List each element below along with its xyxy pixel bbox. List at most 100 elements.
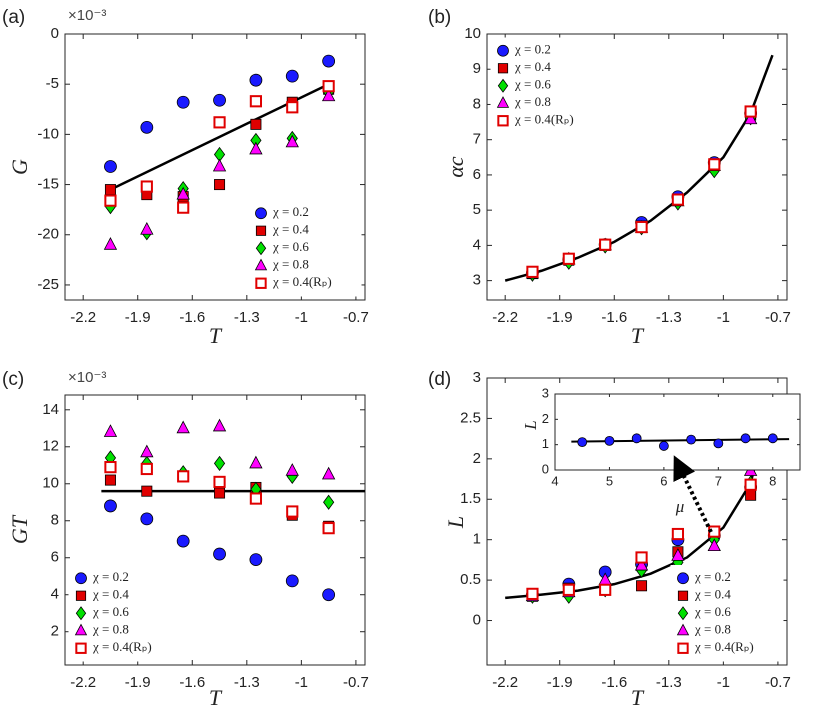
y-tick-label: 3 — [473, 369, 481, 386]
x-tick-label: -2.2 — [70, 309, 96, 326]
x-tick-label: -1.6 — [601, 674, 627, 691]
x-tick-label: -0.7 — [343, 674, 369, 691]
marker-square — [141, 485, 153, 497]
marker-square — [104, 474, 116, 486]
marker-triangle — [103, 424, 118, 437]
marker-square — [562, 583, 575, 596]
marker-square — [286, 101, 299, 114]
marker-square — [562, 252, 575, 265]
marker-diamond — [497, 78, 509, 93]
marker-triangle — [707, 538, 721, 552]
marker-triangle — [249, 141, 263, 155]
marker-diamond — [213, 455, 226, 471]
marker-diamond — [255, 241, 267, 256]
marker-triangle — [321, 88, 336, 102]
x-tick-label: -2.2 — [492, 309, 518, 326]
y-tick-label: 8 — [473, 95, 481, 112]
marker-triangle — [285, 134, 299, 148]
x-tick-label: -2.2 — [70, 674, 96, 691]
y-tick-label: -15 — [37, 176, 59, 193]
marker-circle — [577, 437, 588, 448]
marker-circle — [104, 160, 117, 173]
marker-circle — [285, 574, 299, 588]
marker-circle — [140, 512, 154, 526]
legend-label: χ = 0.8 — [272, 257, 309, 272]
y-multiplier: ×10⁻³ — [68, 7, 106, 24]
legend-label: χ = 0.6 — [694, 604, 731, 619]
legend-box — [248, 200, 362, 297]
marker-square — [497, 63, 509, 74]
y-tick-label: 0 — [473, 612, 481, 629]
y-tick-label: 0.5 — [460, 571, 481, 588]
marker-circle — [658, 441, 669, 451]
marker-square — [213, 116, 226, 129]
marker-circle — [249, 553, 263, 566]
y-tick-label: 10 — [464, 25, 481, 42]
marker-circle — [604, 435, 615, 446]
y-tick-label: 1 — [542, 436, 549, 451]
fit-line — [505, 393, 774, 600]
y-axis-label: L — [521, 420, 540, 430]
marker-circle — [213, 547, 226, 561]
y-tick-label: 0 — [542, 461, 549, 476]
marker-circle — [255, 207, 267, 220]
marker-square — [526, 587, 539, 600]
marker-triangle — [140, 221, 154, 235]
y-tick-label: 14 — [42, 401, 59, 418]
x-axis-label: μ — [675, 497, 685, 516]
y-tick-label: 2.5 — [460, 409, 481, 426]
marker-circle — [176, 95, 190, 109]
marker-triangle — [496, 96, 510, 108]
marker-square — [497, 115, 509, 127]
x-axis-label: T — [209, 323, 223, 348]
panel: 3 4 5 6 7 8 9 10 -2.2 -1.9 -1.6 -1.3 -1 -0.7 (b) αc Tχ =… — [428, 7, 791, 348]
legend-label: χ = 0.2 — [272, 204, 309, 219]
legend-label: χ = 0.4(Rₚ) — [514, 112, 574, 127]
legend-label: χ = 0.4 — [514, 59, 551, 74]
x-tick-label: -1.3 — [656, 674, 682, 691]
y-tick-label: 4 — [473, 236, 481, 253]
marker-circle — [322, 54, 336, 68]
legend-box — [670, 565, 784, 662]
y-tick-label: 2 — [542, 411, 549, 426]
marker-square — [744, 105, 757, 118]
marker-square — [177, 201, 190, 214]
marker-square — [140, 180, 153, 193]
x-tick-label: 7 — [715, 473, 722, 488]
x-tick-label: -0.7 — [765, 309, 791, 326]
legend-label: χ = 0.6 — [272, 239, 309, 254]
marker-square — [708, 158, 721, 171]
marker-diamond — [75, 606, 87, 621]
x-tick-label: 5 — [606, 473, 613, 488]
legend-label: χ = 0.8 — [514, 94, 551, 109]
marker-square — [677, 590, 689, 601]
x-tick-label: -1 — [717, 674, 730, 691]
legend-box — [490, 37, 604, 134]
marker-diamond — [323, 494, 335, 510]
marker-circle — [176, 534, 190, 548]
legend-label: χ = 0.6 — [514, 77, 551, 92]
y-tick-label: -5 — [46, 75, 59, 92]
y-tick-label: 2 — [473, 450, 481, 467]
marker-circle — [322, 588, 336, 602]
legend: χ = 0.2 χ = 0.4 χ = 0.6 χ = 0.8 χ = 0.4(Rₚ) — [670, 565, 784, 662]
y-tick-label: 5 — [473, 201, 481, 218]
marker-circle — [140, 120, 154, 134]
y-tick-label: -25 — [37, 276, 59, 293]
marker-square — [677, 642, 689, 654]
panel-label: (d) — [428, 369, 451, 390]
marker-triangle — [285, 463, 299, 476]
marker-circle — [713, 438, 724, 449]
legend: χ = 0.2 χ = 0.4 χ = 0.6 χ = 0.8 χ = 0.4(Rₚ) — [248, 200, 362, 297]
marker-square — [599, 238, 612, 251]
x-tick-label: -2.2 — [492, 674, 518, 691]
x-tick-label: -1.3 — [656, 309, 682, 326]
marker-square — [635, 551, 648, 564]
panel: 2 4 6 8 10 12 14 -2.2 -1.9 -1.6 -1.3 -1 -0.7 (c) ×10⁻³… — [2, 369, 369, 710]
x-tick-label: -1.6 — [179, 674, 205, 691]
marker-circle — [686, 434, 697, 445]
marker-circle — [104, 499, 117, 513]
x-axis-label: T — [209, 685, 223, 710]
y-axis-label: G — [7, 159, 32, 175]
